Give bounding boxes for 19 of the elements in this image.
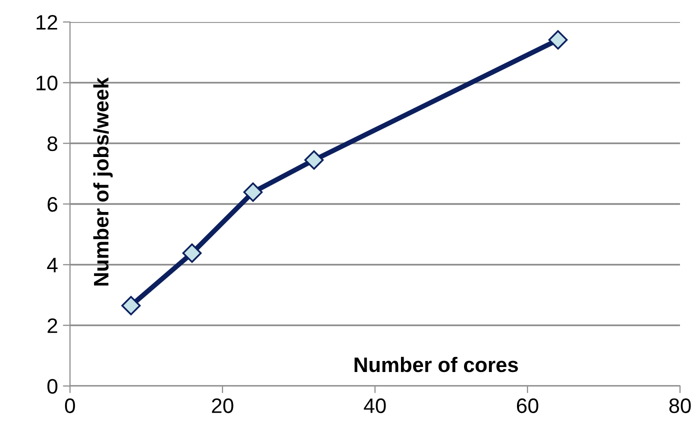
point	[121, 296, 141, 316]
point	[182, 243, 202, 263]
y-tick-label: 0	[47, 379, 58, 394]
y-tick-label: 2	[48, 318, 58, 333]
point	[304, 150, 324, 170]
y-tick-label: 4	[47, 258, 58, 272]
y-tick-label: 10	[36, 76, 58, 90]
x-axis-title: Number of cores	[354, 356, 518, 372]
x-tick-label: 60	[516, 398, 538, 414]
y-tick-label: 12	[36, 15, 58, 30]
x-tick-label: 40	[364, 398, 386, 414]
y-axis-title: Number of jobs/week	[93, 77, 113, 286]
point	[548, 30, 568, 50]
point	[243, 182, 263, 202]
x-tick-label: 20	[212, 398, 234, 414]
x-tick-label: 0	[65, 398, 75, 414]
x-tick-label: 80	[669, 398, 691, 414]
y-tick-label: 8	[48, 136, 58, 152]
y-tick-label: 6	[48, 197, 58, 212]
